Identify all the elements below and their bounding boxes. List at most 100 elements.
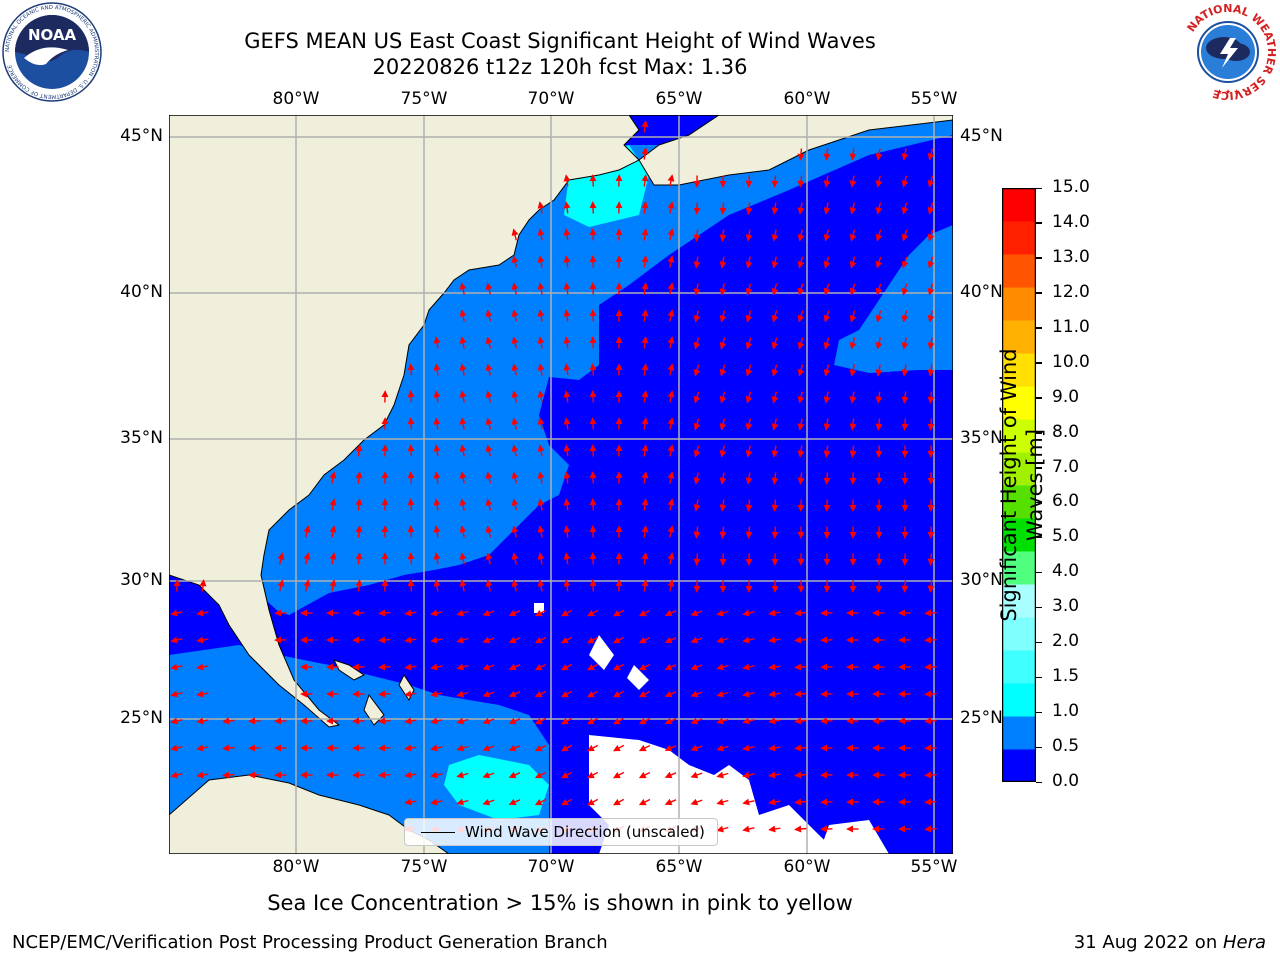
wave-direction-arrow: [768, 690, 781, 698]
wave-direction-arrow: [508, 717, 521, 725]
wave-direction-arrow: [407, 417, 415, 430]
wave-direction-arrow: [404, 663, 417, 671]
wave-direction-arrow: [482, 744, 495, 752]
wave-direction-arrow: [693, 229, 701, 242]
wave-direction-arrow: [927, 256, 935, 269]
wave-direction-arrow: [849, 472, 857, 485]
wave-direction-arrow: [794, 690, 807, 698]
wave-direction-arrow: [823, 472, 831, 485]
lat-label-left: 30°N: [120, 570, 163, 590]
wave-direction-arrow: [534, 609, 547, 617]
wave-direction-arrow: [641, 417, 649, 430]
wave-direction-arrow: [849, 229, 857, 242]
wave-direction-arrow: [768, 825, 781, 833]
colorbar-tick-mark: [1036, 501, 1042, 504]
wave-direction-arrow: [612, 609, 625, 617]
wave-direction-arrow: [589, 390, 597, 403]
wave-direction-arrow: [459, 336, 467, 349]
wave-direction-arrow: [407, 498, 415, 511]
wave-direction-arrow: [641, 336, 649, 349]
wave-direction-arrow: [797, 499, 805, 512]
lat-label-left: 40°N: [120, 282, 163, 302]
wave-direction-arrow: [303, 579, 311, 592]
lon-label-bottom: 60°W: [783, 857, 831, 877]
wave-direction-arrow: [823, 256, 831, 269]
wave-direction-arrow: [563, 471, 571, 484]
wave-direction-arrow: [794, 636, 807, 644]
colorbar-tick-mark: [1036, 746, 1042, 749]
wave-direction-arrow: [641, 552, 649, 565]
wave-direction-arrow: [742, 717, 755, 725]
white-patch: [589, 635, 649, 690]
wave-direction-arrow: [667, 201, 675, 214]
colorbar-segment: [1002, 617, 1036, 651]
wave-direction-arrow: [170, 663, 183, 671]
lon-label-top: 80°W: [272, 89, 320, 109]
wave-direction-arrow: [797, 337, 805, 350]
wave-direction-arrow: [641, 174, 649, 187]
wave-direction-arrow: [641, 579, 649, 592]
wave-direction-arrow: [742, 636, 755, 644]
wave-direction-arrow: [560, 717, 573, 725]
wave-direction-arrow: [901, 364, 909, 377]
wave-direction-arrow: [196, 609, 209, 617]
wave-direction-arrow: [667, 444, 675, 457]
wave-direction-arrow: [667, 525, 675, 538]
wave-direction-arrow: [901, 337, 909, 350]
wave-direction-arrow: [768, 717, 781, 725]
legend-label: Wind Wave Direction (unscaled): [465, 823, 705, 841]
wave-direction-arrow: [508, 636, 521, 644]
wave-direction-arrow: [433, 363, 441, 376]
colorbar-tick-label: 0.0: [1052, 771, 1080, 791]
colorbar-tick-label: 3.0: [1052, 596, 1080, 617]
wave-direction-arrow: [716, 825, 729, 833]
colorbar-segment: [1002, 386, 1036, 420]
wave-direction-arrow: [924, 609, 937, 617]
wave-direction-arrow: [641, 255, 649, 268]
wave-direction-arrow: [563, 336, 571, 349]
wave-direction-arrow: [901, 391, 909, 404]
wave-direction-arrow: [378, 771, 391, 779]
wave-direction-arrow: [745, 310, 753, 323]
svg-text:★ ★ ★: ★ ★ ★: [1216, 88, 1239, 96]
wave-direction-arrow: [537, 255, 545, 268]
wave-direction-arrow: [693, 391, 701, 404]
colorbar-tick-label: 6.0: [1052, 491, 1080, 512]
wave-direction-arrow: [771, 175, 779, 188]
wave-direction-arrow: [404, 690, 417, 698]
wave-direction-arrow: [716, 690, 729, 698]
colorbar-segment: [1002, 518, 1036, 552]
wave-direction-arrow: [563, 579, 571, 592]
wave-direction-arrow: [511, 336, 519, 349]
wave-direction-arrow: [404, 744, 417, 752]
wave-direction-arrow: [875, 337, 883, 350]
wave-direction-arrow: [745, 499, 753, 512]
wave-direction-arrow: [482, 609, 495, 617]
wave-direction-arrow: [563, 363, 571, 376]
wave-direction-arrow: [560, 771, 573, 779]
wave-direction-arrow: [823, 337, 831, 350]
wave-direction-arrow: [794, 663, 807, 671]
wave-direction-arrow: [612, 636, 625, 644]
wave-direction-arrow: [355, 525, 363, 538]
wave-direction-arrow: [742, 690, 755, 698]
colorbar-tick-label: 15.0: [1052, 177, 1090, 197]
colorbar-segment: [1002, 320, 1036, 354]
wave-direction-arrow: [771, 310, 779, 323]
wave-direction-arrow: [248, 744, 261, 752]
wave-direction-arrow: [404, 636, 417, 644]
wave-direction-arrow: [823, 364, 831, 377]
wave-direction-arrow: [794, 717, 807, 725]
wave-direction-arrow: [433, 336, 441, 349]
wave-direction-arrow: [485, 390, 493, 403]
wave-direction-arrow: [277, 552, 285, 565]
wave-direction-arrow: [534, 798, 547, 806]
wave-direction-arrow: [742, 663, 755, 671]
land-us-coast: [169, 115, 640, 728]
wave-direction-arrow: [927, 553, 935, 566]
wave-direction-arrow: [196, 717, 209, 725]
colorbar-tick-mark: [1036, 187, 1042, 189]
wave-direction-arrow: [456, 636, 469, 644]
wave-direction-arrow: [537, 228, 545, 241]
wave-direction-arrow: [511, 282, 519, 295]
